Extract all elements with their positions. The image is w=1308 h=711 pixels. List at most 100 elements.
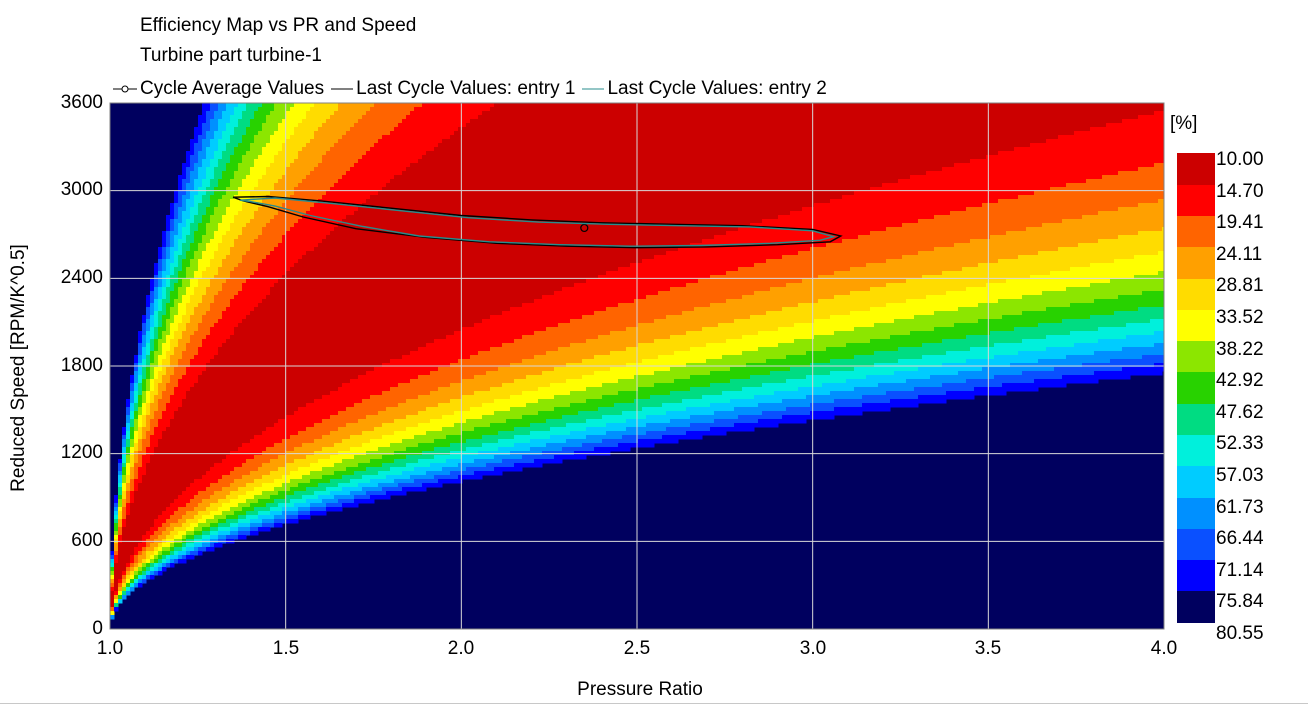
heatmap-cell xyxy=(1146,291,1151,308)
heatmap-cell xyxy=(238,503,243,512)
heatmap-cell xyxy=(714,327,719,344)
heatmap-cell xyxy=(438,143,443,340)
heatmap-cell xyxy=(602,415,607,428)
heatmap-cell xyxy=(890,383,895,392)
heatmap-cell xyxy=(1002,315,1007,332)
heatmap-cell xyxy=(346,171,351,216)
heatmap-cell xyxy=(658,423,663,432)
heatmap-cell xyxy=(154,567,159,572)
heatmap-cell xyxy=(914,223,919,256)
heatmap-cell xyxy=(574,423,579,432)
heatmap-cell xyxy=(1042,323,1047,340)
heatmap-cell xyxy=(594,447,599,456)
heatmap-cell xyxy=(114,515,119,520)
heatmap-cell xyxy=(898,227,903,260)
heatmap-cell xyxy=(298,459,303,468)
heatmap-cell xyxy=(558,455,563,464)
heatmap-cell xyxy=(334,431,339,444)
heatmap-cell xyxy=(574,343,579,364)
heatmap-cell xyxy=(554,427,559,436)
heatmap-cell xyxy=(338,479,343,484)
heatmap-cell xyxy=(114,595,119,600)
heatmap-cell xyxy=(854,399,859,408)
heatmap-cell xyxy=(298,503,303,508)
heatmap-cell xyxy=(842,103,847,196)
legend-label-entry-2: Last Cycle Values: entry 2 xyxy=(607,78,827,99)
heatmap-cell xyxy=(338,427,343,444)
heatmap-cell xyxy=(890,335,895,352)
heatmap-cell xyxy=(122,583,127,588)
heatmap-cell xyxy=(838,347,843,360)
heatmap-cell xyxy=(534,103,539,300)
heatmap-cell xyxy=(478,323,483,352)
heatmap-cell xyxy=(230,115,235,136)
heatmap-cell xyxy=(282,455,287,468)
heatmap-cell xyxy=(894,399,899,408)
heatmap-cell xyxy=(142,315,147,324)
heatmap-cell xyxy=(334,391,339,416)
heatmap-cell xyxy=(282,467,287,476)
heatmap-cell xyxy=(550,451,555,460)
heatmap-cell xyxy=(126,423,131,432)
heatmap-cell xyxy=(1142,367,1147,376)
heatmap-cell xyxy=(422,475,427,480)
heatmap-cell xyxy=(302,215,307,256)
heatmap-cell xyxy=(538,355,543,376)
heatmap-cell xyxy=(774,403,779,412)
heatmap-cell xyxy=(674,379,679,392)
heatmap-cell xyxy=(962,307,967,324)
heatmap-cell xyxy=(426,483,431,488)
heatmap-cell xyxy=(746,267,751,296)
heatmap-cell xyxy=(694,375,699,388)
heatmap-cell xyxy=(1134,103,1139,120)
heatmap-cell xyxy=(202,547,207,552)
heatmap-cell xyxy=(1102,263,1107,284)
heatmap-cell xyxy=(650,375,655,388)
heatmap-cell xyxy=(158,399,163,420)
heatmap-cell xyxy=(1106,263,1111,284)
heatmap-cell xyxy=(134,383,139,392)
heatmap-cell xyxy=(250,439,255,460)
heatmap-cell xyxy=(142,551,147,560)
heatmap-cell xyxy=(690,283,695,312)
heatmap-cell xyxy=(170,563,175,568)
heatmap-cell xyxy=(146,531,151,540)
heatmap-cell xyxy=(854,367,859,380)
heatmap-cell xyxy=(122,455,127,464)
heatmap-cell xyxy=(174,203,179,220)
heatmap-cell xyxy=(1090,331,1095,344)
heatmap-cell xyxy=(1106,315,1111,328)
heatmap-cell xyxy=(1030,383,1035,392)
heatmap-cell xyxy=(814,335,819,352)
heatmap-cell xyxy=(1150,203,1155,232)
heatmap-cell xyxy=(942,311,947,328)
heatmap-cell xyxy=(1106,123,1111,176)
heatmap-cell xyxy=(1130,359,1135,368)
heatmap-cell xyxy=(946,339,951,352)
heatmap-cell xyxy=(722,235,727,276)
heatmap-cell xyxy=(290,267,295,416)
heatmap-cell xyxy=(178,175,183,192)
heatmap-cell xyxy=(142,347,147,360)
heatmap-cell xyxy=(826,403,831,412)
heatmap-cell xyxy=(166,539,171,548)
heatmap-cell xyxy=(374,479,379,488)
heatmap-cell xyxy=(182,211,187,228)
heatmap-cell xyxy=(878,363,883,376)
heatmap-cell xyxy=(930,387,935,396)
heatmap-cell xyxy=(502,399,507,412)
heatmap-cell xyxy=(706,279,711,308)
colorbar-label: 42.92 xyxy=(1216,370,1264,392)
heatmap-cell xyxy=(726,103,731,232)
heatmap-cell xyxy=(758,403,763,416)
heatmap-cell xyxy=(910,103,915,176)
heatmap-cell xyxy=(950,211,955,248)
heatmap-cell xyxy=(794,307,799,324)
heatmap-cell xyxy=(114,511,119,516)
heatmap-cell xyxy=(238,103,243,120)
heatmap-cell xyxy=(1098,363,1103,372)
heatmap-cell xyxy=(398,475,403,480)
heatmap-cell xyxy=(286,491,291,496)
heatmap-cell xyxy=(1114,103,1119,124)
heatmap-cell xyxy=(1110,175,1115,212)
